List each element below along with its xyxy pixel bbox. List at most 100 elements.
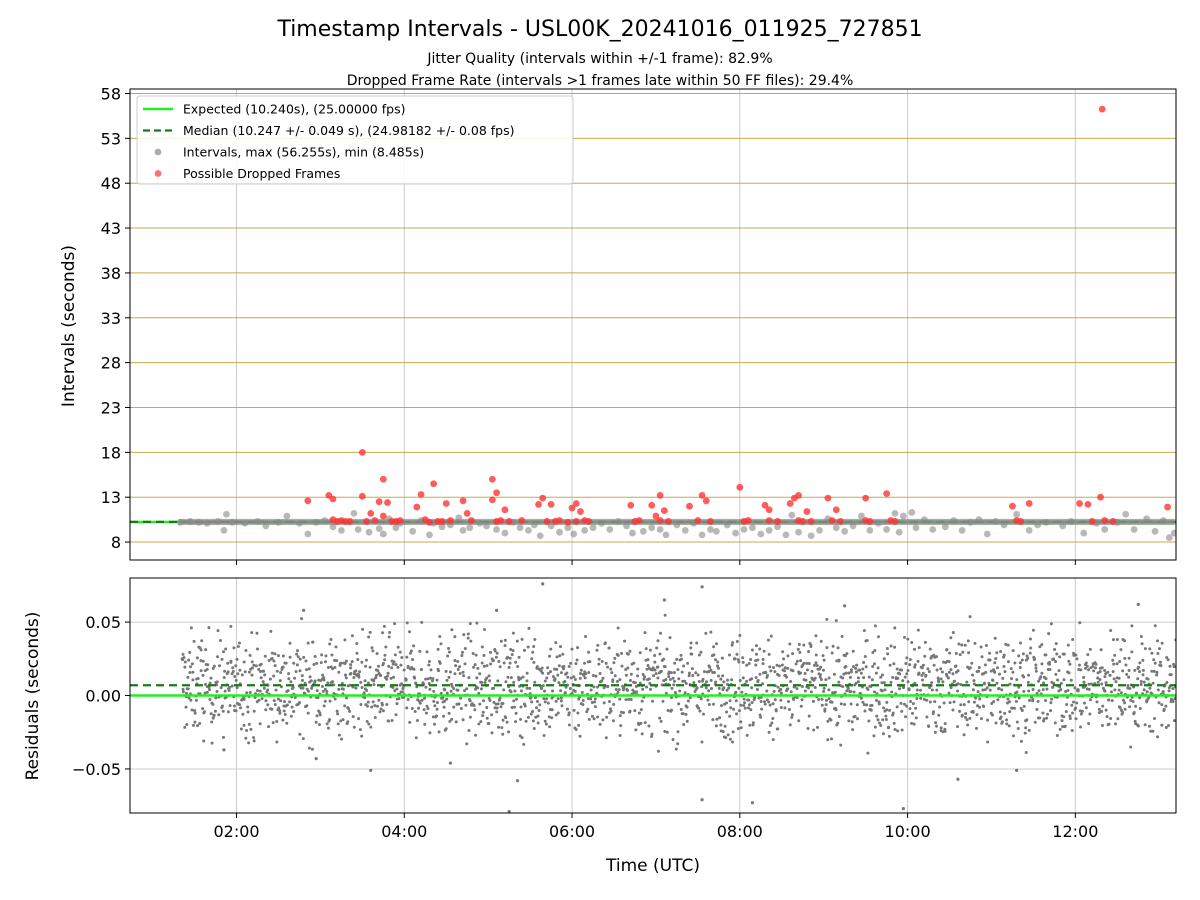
- residual-point: [487, 721, 491, 725]
- residual-point: [794, 662, 798, 666]
- residual-point: [972, 679, 976, 683]
- residual-point: [898, 672, 902, 676]
- residual-point: [499, 639, 503, 643]
- residual-point: [733, 657, 737, 661]
- residual-point: [993, 636, 997, 640]
- residual-point: [555, 655, 559, 659]
- residual-point: [905, 672, 909, 676]
- dropped-frame-point: [375, 498, 383, 506]
- residual-point: [888, 663, 892, 667]
- residual-point: [687, 671, 691, 675]
- residual-point: [559, 699, 563, 703]
- residual-point: [445, 678, 449, 682]
- residual-point: [231, 669, 235, 673]
- residual-point: [804, 678, 808, 682]
- residual-point: [1112, 677, 1116, 681]
- residual-point: [585, 710, 589, 714]
- residual-point: [773, 698, 777, 702]
- residual-point: [1008, 700, 1012, 704]
- residual-point: [979, 645, 983, 649]
- residual-point: [724, 736, 728, 740]
- interval-point: [912, 524, 920, 532]
- residual-point: [399, 663, 403, 667]
- residual-point: [567, 711, 571, 715]
- residual-point: [423, 722, 427, 726]
- residual-point: [547, 715, 551, 719]
- residual-point: [278, 711, 282, 715]
- residual-point: [1131, 699, 1135, 703]
- residual-point: [554, 699, 558, 703]
- residual-point: [273, 652, 277, 656]
- residual-point: [423, 696, 427, 700]
- residual-point: [726, 733, 730, 737]
- residual-point: [1042, 681, 1046, 685]
- residual-point: [496, 702, 500, 706]
- residual-point: [556, 711, 560, 715]
- residual-point: [850, 720, 854, 724]
- residual-point: [1022, 689, 1026, 693]
- residual-point: [320, 685, 324, 689]
- residual-point: [1075, 701, 1079, 705]
- residual-point: [343, 673, 347, 677]
- residual-point: [709, 668, 713, 672]
- residual-point: [1016, 726, 1020, 730]
- residual-point: [756, 678, 760, 682]
- residual-point: [809, 644, 813, 648]
- residual-point: [592, 717, 596, 721]
- residual-point: [840, 634, 844, 638]
- residual-point: [1053, 721, 1057, 725]
- residual-point: [1017, 654, 1021, 658]
- residual-point: [908, 707, 912, 711]
- residual-point: [379, 674, 383, 678]
- residual-point: [650, 732, 654, 736]
- residual-point: [759, 700, 763, 704]
- residual-point: [1152, 669, 1156, 673]
- residual-point: [415, 719, 419, 723]
- residual-point: [238, 641, 242, 645]
- residual-point: [215, 690, 219, 694]
- residual-point: [573, 689, 577, 693]
- residual-point: [1101, 704, 1105, 708]
- residual-point: [435, 714, 439, 718]
- residual-point: [492, 700, 496, 704]
- residual-point: [257, 667, 261, 671]
- residual-point: [1145, 700, 1149, 704]
- residual-point: [1038, 645, 1042, 649]
- residual-point: [983, 688, 987, 692]
- residual-point: [618, 697, 622, 701]
- residual-point: [553, 667, 557, 671]
- residual-point: [767, 652, 771, 656]
- residual-point: [903, 675, 907, 679]
- residual-point: [648, 648, 652, 652]
- residual-point: [333, 658, 337, 662]
- residual-point: [522, 742, 526, 746]
- residual-point: [298, 732, 302, 736]
- residual-point: [855, 703, 859, 707]
- residual-point: [729, 706, 733, 710]
- residual-point: [873, 624, 877, 628]
- residual-point: [622, 686, 626, 690]
- residual-point: [262, 669, 266, 673]
- residual-point: [332, 683, 336, 687]
- residual-point: [427, 660, 431, 664]
- residual-point: [1160, 641, 1164, 645]
- residual-point: [973, 641, 977, 645]
- residual-point: [883, 688, 887, 692]
- residual-point: [373, 715, 377, 719]
- residual-point: [731, 641, 735, 645]
- residual-point: [641, 672, 645, 676]
- residual-point: [1052, 681, 1056, 685]
- residual-point: [924, 673, 928, 677]
- residual-point: [702, 712, 706, 716]
- residual-point: [991, 678, 995, 682]
- residual-point: [189, 698, 193, 702]
- residual-point: [623, 639, 627, 643]
- residual-point: [1074, 653, 1078, 657]
- residual-point: [1027, 689, 1031, 693]
- residual-point: [318, 713, 322, 717]
- residual-point: [879, 675, 883, 679]
- residual-point: [285, 721, 289, 725]
- residual-point: [549, 647, 553, 651]
- residual-point: [273, 664, 277, 668]
- residual-point: [742, 704, 746, 708]
